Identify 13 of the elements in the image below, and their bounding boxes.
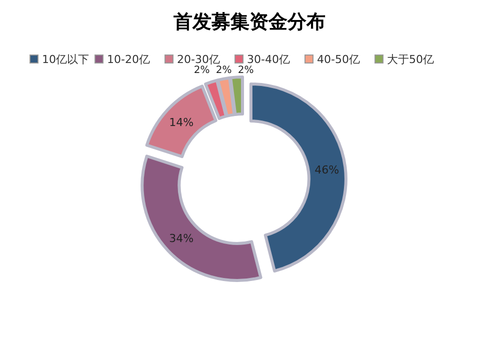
legend-label: 10-20亿 [107, 53, 150, 66]
legend-label: 40-50亿 [317, 53, 360, 66]
data-label: 2% [238, 65, 254, 76]
data-label: 2% [216, 65, 232, 76]
legend-label: 20-30亿 [177, 53, 220, 66]
legend-label: 10亿以下 [42, 53, 89, 66]
data-label: 14% [169, 116, 194, 130]
chart-title: 首发募集资金分布 [172, 11, 326, 33]
legend-label: 30-40亿 [247, 53, 290, 66]
data-label: 34% [169, 232, 194, 245]
data-label: 2% [194, 65, 210, 76]
legend-label: 大于50亿 [387, 53, 434, 66]
data-label: 46% [314, 163, 340, 176]
